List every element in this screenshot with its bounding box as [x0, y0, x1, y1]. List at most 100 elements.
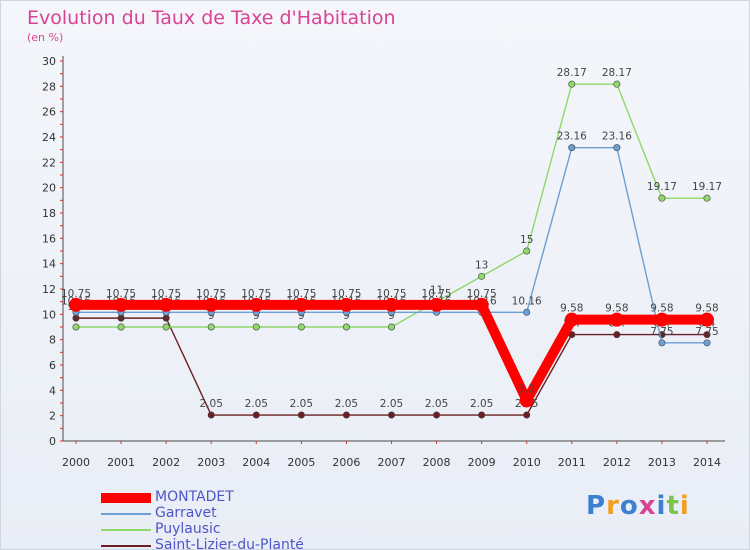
y-tick-label: 4 — [49, 384, 56, 397]
legend-label-saint-lizier: Saint-Lizier-du-Planté — [155, 537, 304, 550]
data-point-montadet — [69, 297, 83, 312]
data-label-puylausic: 9 — [208, 310, 215, 322]
data-point-saint-lizier-du-plante — [207, 411, 215, 419]
data-label-montadet: 9.58 — [605, 303, 628, 315]
data-point-montadet — [159, 297, 174, 312]
logo-letter: i — [656, 491, 667, 521]
x-tick-label: 2007 — [378, 456, 406, 469]
data-point-saint-lizier-du-plante — [297, 411, 305, 419]
data-point-puylausic — [342, 323, 350, 331]
x-tick-label: 2005 — [287, 456, 315, 469]
y-tick-label: 14 — [42, 258, 56, 271]
logo-letter: t — [666, 491, 680, 521]
data-label-montadet: 10.75 — [331, 288, 361, 300]
logo-letter: i — [679, 491, 690, 521]
logo-letter: r — [606, 491, 620, 521]
data-label-montadet: 10.75 — [286, 288, 316, 300]
data-point-saint-lizier-du-plante — [342, 411, 350, 419]
data-point-montadet — [249, 297, 264, 312]
data-point-puylausic — [568, 80, 576, 88]
legend-swatch-saint-lizier — [101, 545, 151, 547]
data-label-saint-lizier-du-plante: 2.05 — [425, 398, 448, 410]
legend-swatch-garravet — [101, 513, 151, 515]
data-label-puylausic: 15 — [520, 234, 533, 246]
data-label-montadet: 9.58 — [695, 303, 718, 315]
data-label-puylausic: 9 — [163, 310, 170, 322]
logo-letter: x — [638, 491, 657, 521]
data-label-puylausic: 9 — [388, 310, 395, 322]
data-point-montadet — [700, 312, 714, 327]
x-tick-label: 2012 — [603, 456, 631, 469]
data-point-puylausic — [387, 323, 395, 331]
data-label-puylausic: 9 — [253, 310, 260, 322]
data-label-montadet: 10.75 — [106, 288, 136, 300]
data-label-puylausic: 9 — [298, 310, 305, 322]
data-point-montadet — [564, 312, 579, 327]
data-label-montadet: 10.75 — [467, 288, 497, 300]
data-point-puylausic — [162, 323, 170, 331]
data-label-montadet: 9.58 — [650, 303, 673, 315]
x-tick-label: 2014 — [693, 456, 721, 469]
y-tick-label: 28 — [42, 80, 56, 93]
data-label-saint-lizier-du-plante: 2.05 — [245, 398, 268, 410]
legend-label-puylausic: Puylausic — [155, 521, 221, 537]
x-tick-label: 2002 — [152, 456, 180, 469]
legend-swatch-montadet — [101, 493, 151, 503]
data-label-puylausic: 28.17 — [602, 67, 632, 79]
y-tick-label: 24 — [42, 131, 56, 144]
x-tick-label: 2013 — [648, 456, 676, 469]
chart-title: Evolution du Taux de Taxe d'Habitation — [27, 7, 396, 29]
y-tick-label: 30 — [42, 55, 56, 68]
data-point-garravet — [613, 144, 621, 152]
data-label-puylausic: 13 — [475, 259, 488, 271]
data-point-saint-lizier-du-plante — [523, 411, 531, 419]
data-label-garravet: 10.16 — [512, 295, 542, 307]
data-point-puylausic — [117, 323, 125, 331]
data-point-garravet — [568, 144, 576, 152]
data-point-montadet — [339, 297, 354, 312]
x-tick-label: 2010 — [513, 456, 541, 469]
x-tick-label: 2009 — [468, 456, 496, 469]
data-point-puylausic — [613, 80, 621, 88]
data-label-puylausic: 9 — [343, 310, 350, 322]
x-tick-label: 2004 — [242, 456, 270, 469]
data-point-puylausic — [478, 272, 486, 280]
data-point-montadet — [609, 312, 624, 327]
x-tick-label: 2000 — [62, 456, 90, 469]
y-tick-label: 16 — [42, 232, 56, 245]
data-label-montadet: 10.75 — [151, 288, 181, 300]
data-point-puylausic — [658, 194, 666, 202]
data-point-puylausic — [523, 247, 531, 255]
data-label-puylausic: 9 — [118, 310, 125, 322]
y-tick-label: 26 — [42, 106, 56, 119]
y-tick-label: 22 — [42, 156, 56, 169]
data-point-montadet — [654, 312, 669, 327]
data-label-puylausic: 28.17 — [557, 67, 587, 79]
logo-letter: o — [619, 491, 639, 521]
data-label-saint-lizier-du-plante: 2.05 — [200, 398, 223, 410]
data-label-puylausic: 19.17 — [647, 181, 677, 193]
data-point-garravet — [703, 339, 711, 347]
data-label-garravet: 7.75 — [695, 326, 718, 338]
legend-swatch-puylausic — [101, 529, 151, 531]
data-label-montadet: 3.2 — [518, 383, 535, 395]
logo-letter: P — [586, 491, 607, 521]
data-point-saint-lizier-du-plante — [387, 411, 395, 419]
data-point-montadet — [519, 393, 534, 408]
x-tick-label: 2011 — [558, 456, 586, 469]
y-tick-label: 18 — [42, 207, 56, 220]
legend-label-garravet: Garravet — [155, 505, 217, 521]
data-label-saint-lizier-du-plante: 2.05 — [380, 398, 403, 410]
data-label-saint-lizier-du-plante: 2.05 — [290, 398, 313, 410]
legend-label-montadet: MONTADET — [155, 489, 234, 505]
data-point-garravet — [523, 308, 531, 316]
data-point-montadet — [294, 297, 309, 312]
data-point-saint-lizier-du-plante — [433, 411, 441, 419]
data-point-puylausic — [72, 323, 80, 331]
data-point-saint-lizier-du-plante — [613, 331, 621, 339]
data-label-montadet: 10.75 — [241, 288, 271, 300]
y-tick-label: 2 — [49, 410, 56, 423]
x-tick-label: 2001 — [107, 456, 135, 469]
y-tick-label: 10 — [42, 308, 56, 321]
data-label-garravet: 23.16 — [557, 131, 587, 143]
